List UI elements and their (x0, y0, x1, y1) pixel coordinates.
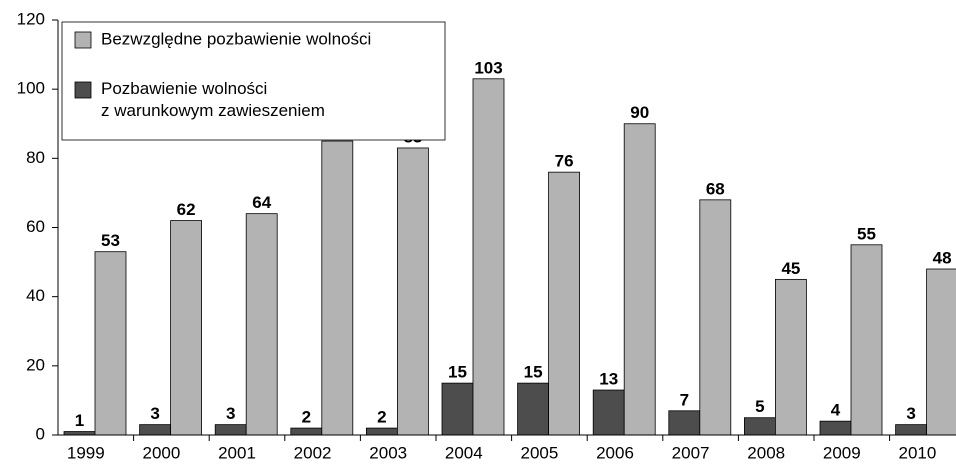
x-tick-label: 2007 (672, 443, 710, 462)
bar (668, 410, 701, 436)
x-tick-label: 2005 (520, 443, 558, 462)
value-label: 76 (555, 152, 574, 171)
legend-swatch (74, 81, 92, 99)
bar (548, 171, 580, 436)
value-label: 4 (831, 401, 841, 420)
value-label: 64 (252, 193, 271, 212)
bar (592, 389, 625, 436)
value-label: 48 (933, 248, 952, 267)
value-label: 3 (906, 404, 915, 423)
legend-line: z warunkowym zawieszeniem (101, 101, 325, 120)
bar (94, 251, 127, 436)
legend-box (61, 21, 446, 141)
value-label: 2 (377, 408, 386, 427)
bar (699, 199, 732, 436)
legend-line: Pozbawienie wolności (101, 79, 267, 98)
y-tick-label: 100 (17, 79, 45, 98)
bar (290, 427, 323, 436)
bar (517, 382, 549, 436)
value-label: 7 (680, 390, 689, 409)
x-tick-label: 2008 (747, 443, 785, 462)
bar (245, 213, 278, 436)
value-label: 45 (781, 259, 800, 278)
x-tick-label: 2009 (823, 443, 861, 462)
legend-label: Pozbawienie wolności z warunkowym zawiesz… (101, 79, 325, 120)
bar (775, 278, 807, 436)
value-label: 3 (226, 404, 235, 423)
value-label: 55 (857, 224, 876, 243)
value-label: 15 (448, 363, 467, 382)
bar (214, 424, 247, 436)
y-tick-label: 60 (26, 217, 45, 236)
value-label: 1 (75, 411, 84, 430)
value-label: 13 (599, 370, 618, 389)
bar (472, 78, 505, 436)
y-tick-label: 40 (26, 286, 45, 305)
value-label: 2 (302, 408, 311, 427)
bar (365, 427, 398, 436)
x-tick-label: 2006 (596, 443, 634, 462)
bar (623, 123, 656, 436)
bar (170, 220, 203, 436)
value-label: 90 (630, 103, 649, 122)
value-label: 103 (474, 58, 502, 77)
bar (139, 424, 172, 436)
x-tick-label: 2003 (369, 443, 407, 462)
x-tick-label: 2002 (294, 443, 332, 462)
legend-swatch (74, 31, 92, 49)
legend-label: Bezwzględne pozbawienie wolności (101, 29, 371, 48)
y-tick-label: 80 (26, 148, 45, 167)
bar (63, 431, 96, 436)
x-tick-label: 2010 (898, 443, 936, 462)
value-label: 3 (150, 404, 159, 423)
bar (926, 268, 956, 436)
bar (744, 417, 776, 436)
y-tick-label: 20 (26, 355, 45, 374)
bar (321, 140, 354, 436)
value-label: 62 (177, 200, 196, 219)
value-label: 68 (706, 179, 725, 198)
bar (441, 382, 474, 436)
value-label: 15 (524, 363, 543, 382)
bar (895, 424, 927, 436)
value-label: 53 (101, 231, 120, 250)
y-tick-label: 0 (36, 424, 45, 443)
y-tick-label: 120 (17, 9, 45, 28)
bar (850, 244, 883, 436)
x-tick-label: 2004 (445, 443, 483, 462)
value-label: 5 (755, 397, 764, 416)
x-tick-label: 2001 (218, 443, 256, 462)
x-tick-label: 2000 (142, 443, 180, 462)
bar (819, 420, 852, 436)
bar (396, 147, 429, 436)
x-tick-label: 1999 (67, 443, 105, 462)
